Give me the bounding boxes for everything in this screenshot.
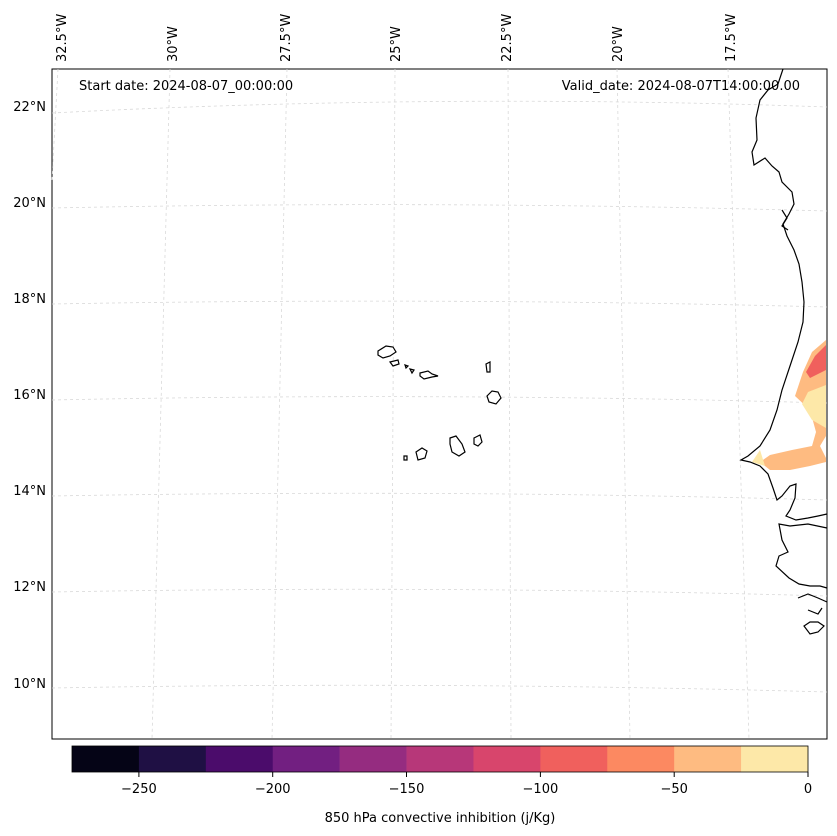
colorbar-box [205, 746, 274, 772]
lat-label: 10°N [13, 677, 46, 692]
colorbar-box [72, 746, 140, 772]
lon-label: 25°W [389, 26, 404, 62]
colorbar-tick-label: −100 [523, 782, 559, 797]
colorbar-box [741, 746, 809, 772]
lon-label: 20°W [611, 26, 626, 62]
lat-label: 22°N [13, 100, 46, 115]
colorbar-label: 850 hPa convective inhibition (j/Kg) [325, 811, 556, 826]
colorbar-tick-label: −150 [389, 782, 425, 797]
valid-date-label: Valid_date: 2024-08-07T14:00:00.00 [562, 79, 800, 94]
cape-verde-islands [377, 345, 502, 461]
colorbar-box [272, 746, 340, 772]
colorbar-box [607, 746, 675, 772]
lat-label: 18°N [13, 292, 46, 307]
colorbar-box [473, 746, 541, 772]
colorbar-tick-label: −200 [255, 782, 291, 797]
graticule [51, 68, 828, 740]
lat-label: 14°N [13, 484, 46, 499]
start-date-label: Start date: 2024-08-07_00:00:00 [79, 79, 293, 94]
colorbar-tick-label: −250 [121, 782, 157, 797]
lat-label: 20°N [13, 196, 46, 211]
lon-label: 27.5°W [279, 14, 294, 62]
cin-filled-region [752, 340, 826, 470]
latitude-labels: 22°N 20°N 18°N 16°N 14°N 12°N 10°N [13, 100, 46, 692]
coastline [739, 68, 828, 635]
longitude-labels: 32.5°W 30°W 27.5°W 25°W 22.5°W 20°W 17.5… [55, 14, 739, 62]
lon-label: 17.5°W [724, 14, 739, 62]
lat-label: 12°N [13, 580, 46, 595]
colorbar-box [540, 746, 608, 772]
colorbar-outline [71, 745, 809, 773]
colorbar-tick-label: 0 [804, 782, 812, 797]
map-frame [51, 68, 828, 740]
colorbar-ticks: −250 −200 −150 −100 −50 0 [121, 772, 812, 797]
colorbar-box [138, 746, 207, 772]
lon-label: 22.5°W [500, 14, 515, 62]
lat-label: 16°N [13, 388, 46, 403]
lon-label: 30°W [166, 26, 181, 62]
colorbar-tick-label: −50 [660, 782, 687, 797]
lon-label: 32.5°W [55, 14, 70, 62]
colorbar-box [674, 746, 742, 772]
colorbar-box [406, 746, 474, 772]
colorbar-box [339, 746, 407, 772]
colorbar [72, 746, 809, 772]
